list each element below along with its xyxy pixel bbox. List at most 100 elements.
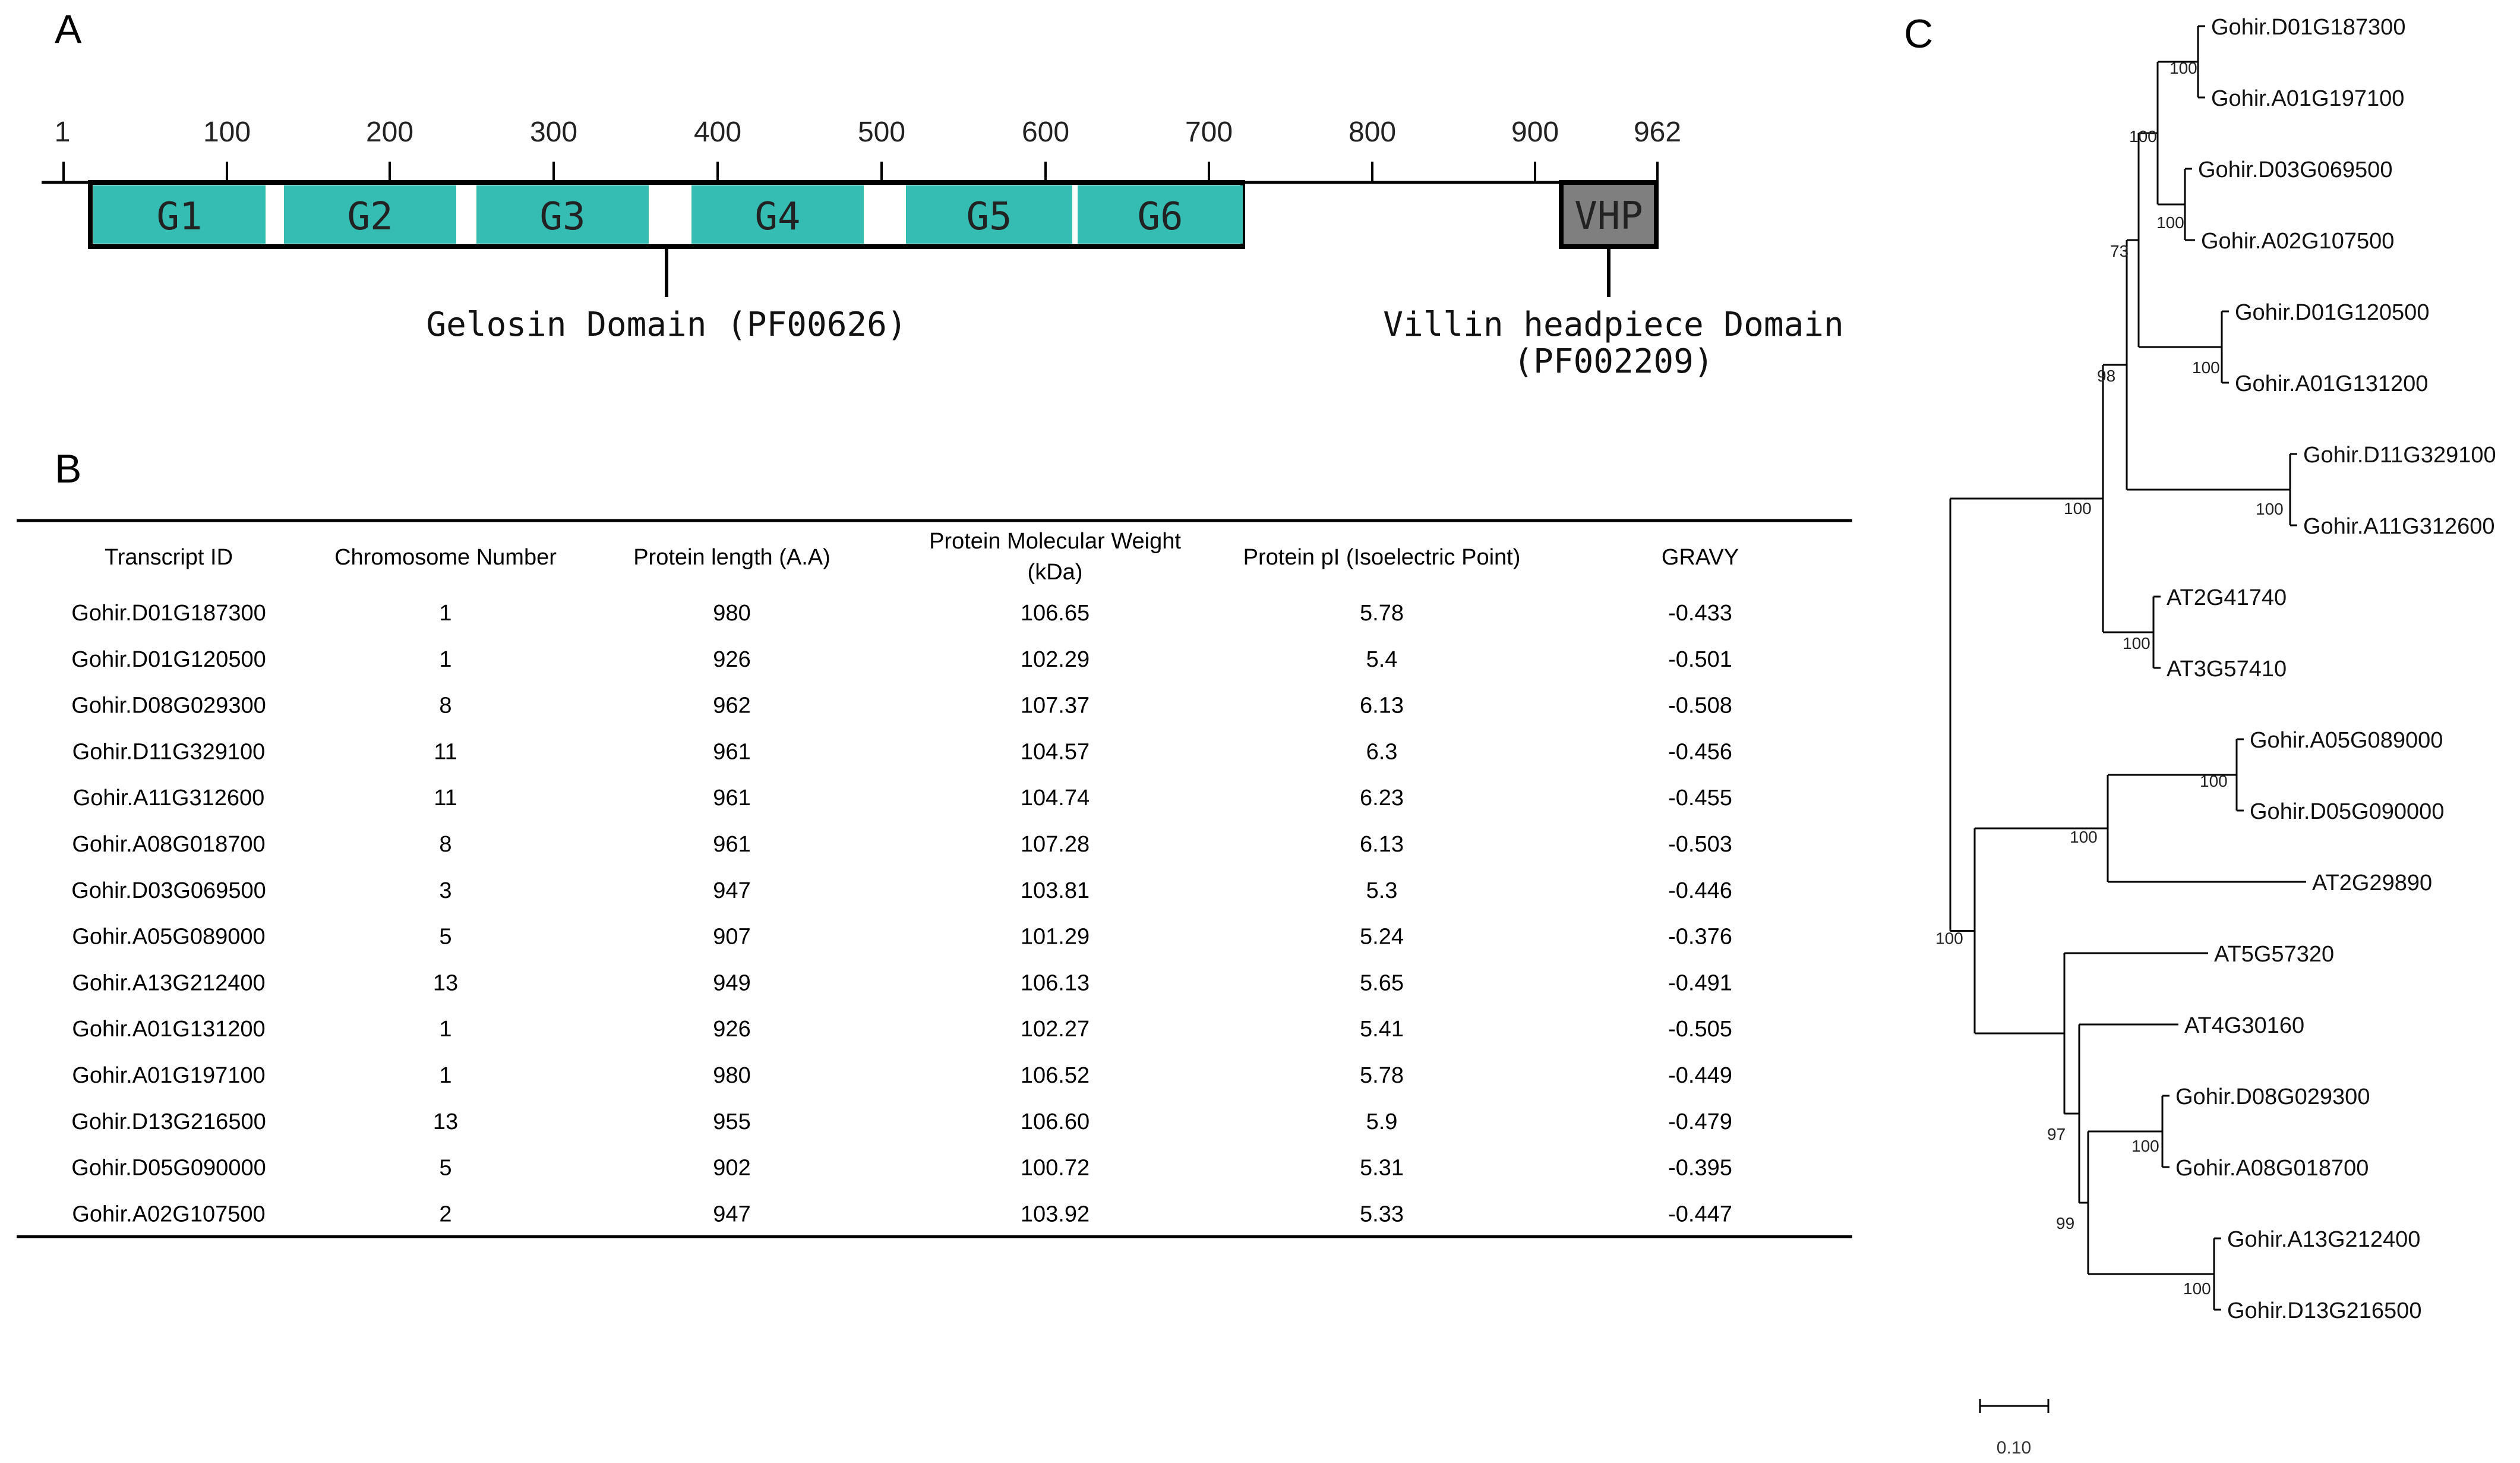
ruler-tick-label: 200 [366,116,413,148]
table-cell: 5.78 [1360,601,1404,626]
domain-label-g4: G4 [754,195,800,239]
table-cell: -0.455 [1668,786,1732,811]
table-cell: 104.57 [1021,739,1090,764]
table-cell: -0.447 [1668,1202,1732,1226]
table-cell: 13 [433,970,458,995]
table-cell: -0.503 [1668,832,1732,857]
scale-bar: 0.10 [1979,1399,2050,1458]
tree-leaf-label: Gohir.D11G329100 [2303,443,2496,468]
table-cell: 1 [439,1017,451,1042]
table-cell: 961 [713,832,750,857]
header-molecular-weight-unit: (kDa) [1028,560,1083,585]
ruler-ticks [62,162,1659,182]
table-cell: 5 [439,925,451,950]
table-cell: Gohir.A01G197100 [72,1063,265,1088]
table-cell: 106.65 [1021,601,1090,626]
table-cell: 102.27 [1021,1017,1090,1042]
table-cell: 1 [439,647,451,672]
domain-box-g3 [476,185,649,244]
table-cell: 106.60 [1021,1109,1090,1134]
table-cell: 106.52 [1021,1063,1090,1088]
table-cell: 5.4 [1366,647,1398,672]
panel-a-label: A [55,7,82,52]
table-cell: 103.92 [1021,1202,1090,1226]
domain-box-g6 [1078,185,1243,244]
tree-leaf-label: AT5G57320 [2214,942,2334,967]
table-cell: 104.74 [1021,786,1090,811]
table-cell: Gohir.D11G329100 [72,739,266,764]
domain-box-g2 [284,185,456,244]
domain-track: G1 G2 G3 G4 G5 G6 VHP Gelosin Domain (PF00626… [88,180,1844,381]
header-protein-length: Protein length (A.A) [633,545,830,570]
ruler-tick-label: 900 [1511,116,1559,148]
table-cell: 103.81 [1021,878,1090,903]
table-row: Gohir.A01G197100 1 980 106.52 5.78 -0.449 [72,1063,1732,1088]
table-cell: 5.65 [1360,970,1404,995]
vhp-domain-box [1559,180,1659,249]
table-cell: Gohir.A02G107500 [72,1202,265,1226]
table-row: Gohir.D11G329100 11 961 104.57 6.3 -0.456 [72,739,1732,764]
table-cell: 100.72 [1021,1156,1090,1181]
table-cell: 8 [439,693,451,718]
table-body: Gohir.D01G187300 1 980 106.65 5.78 -0.433Gohi… [71,601,1732,1226]
table-cell: 6.23 [1360,786,1404,811]
table-cell: 107.37 [1021,693,1090,718]
table-row: Gohir.D03G069500 3 947 103.81 5.3 -0.446 [71,878,1732,903]
bootstrap-value: 100 [2123,634,2150,652]
table-cell: -0.395 [1668,1156,1732,1181]
ruler-tick-label: 100 [203,116,251,148]
table-cell: -0.508 [1668,693,1732,718]
ruler-tick-label: 700 [1185,116,1233,148]
table-cell: 11 [434,739,457,764]
table-cell: 106.13 [1021,970,1090,995]
table-row: Gohir.A08G018700 8 961 107.28 6.13 -0.503 [72,832,1732,857]
domain-box-g5 [906,185,1072,244]
bootstrap-value: 98 [2097,367,2115,385]
table-cell: 1 [439,601,451,626]
tree-leaf-label: Gohir.D05G090000 [2250,799,2444,824]
table-cell: 962 [713,693,750,718]
table-cell: 5.31 [1360,1156,1404,1181]
ruler-tick-label: 300 [530,116,577,148]
bootstrap-value: 99 [2056,1214,2074,1232]
table-cell: -0.449 [1668,1063,1732,1088]
table-row: Gohir.D13G216500 13 955 106.60 5.9 -0.479 [71,1109,1732,1134]
table-cell: -0.456 [1668,739,1732,764]
table-row: Gohir.D08G029300 8 962 107.37 6.13 -0.508 [71,693,1732,718]
ruler: 1 100 200 300 400 500 600 700 800 900 962 [42,116,1681,184]
table-cell: Gohir.D13G216500 [71,1109,266,1134]
table-cell: 5.41 [1360,1017,1404,1042]
bootstrap-value: 100 [2183,1279,2211,1298]
table-cell: 6.13 [1360,832,1404,857]
table-cell: 926 [713,647,750,672]
table-cell: 961 [713,739,750,764]
bootstrap-value: 100 [2070,828,2098,846]
header-chromosome-number: Chromosome Number [334,545,557,570]
table-cell: Gohir.D01G120500 [71,647,266,672]
table-cell: -0.433 [1668,601,1732,626]
table-cell: Gohir.D05G090000 [71,1156,266,1181]
domain-label-g3: G3 [539,195,585,239]
tree-leaf-label: AT2G29890 [2312,871,2432,896]
bootstrap-value: 100 [2200,772,2228,790]
domain-label-g2: G2 [347,195,393,239]
table-row: Gohir.D05G090000 5 902 100.72 5.31 -0.395 [71,1156,1732,1181]
table-cell: Gohir.A05G089000 [72,925,265,950]
table-cell: -0.505 [1668,1017,1732,1042]
table-cell: 3 [439,878,451,903]
table-row: Gohir.A02G107500 2 947 103.92 5.33 -0.447 [72,1202,1732,1226]
header-transcript-id: Transcript ID [105,545,233,570]
bootstrap-value: 100 [2170,59,2197,77]
ruler-tick-label: 600 [1022,116,1069,148]
panel-b-label: B [55,446,81,491]
table-cell: -0.446 [1668,878,1732,903]
domain-box-g1 [93,185,266,244]
villin-domain-label-line1: Villin headpiece Domain [1383,305,1843,344]
bootstrap-value: 100 [2192,358,2220,377]
domain-label-g1: G1 [156,195,202,239]
table-cell: 961 [713,786,750,811]
table-cell: 5.3 [1366,878,1398,903]
properties-table: Transcript ID Chromosome Number Protein … [17,519,1852,1238]
bootstrap-value: 73 [2110,242,2129,260]
